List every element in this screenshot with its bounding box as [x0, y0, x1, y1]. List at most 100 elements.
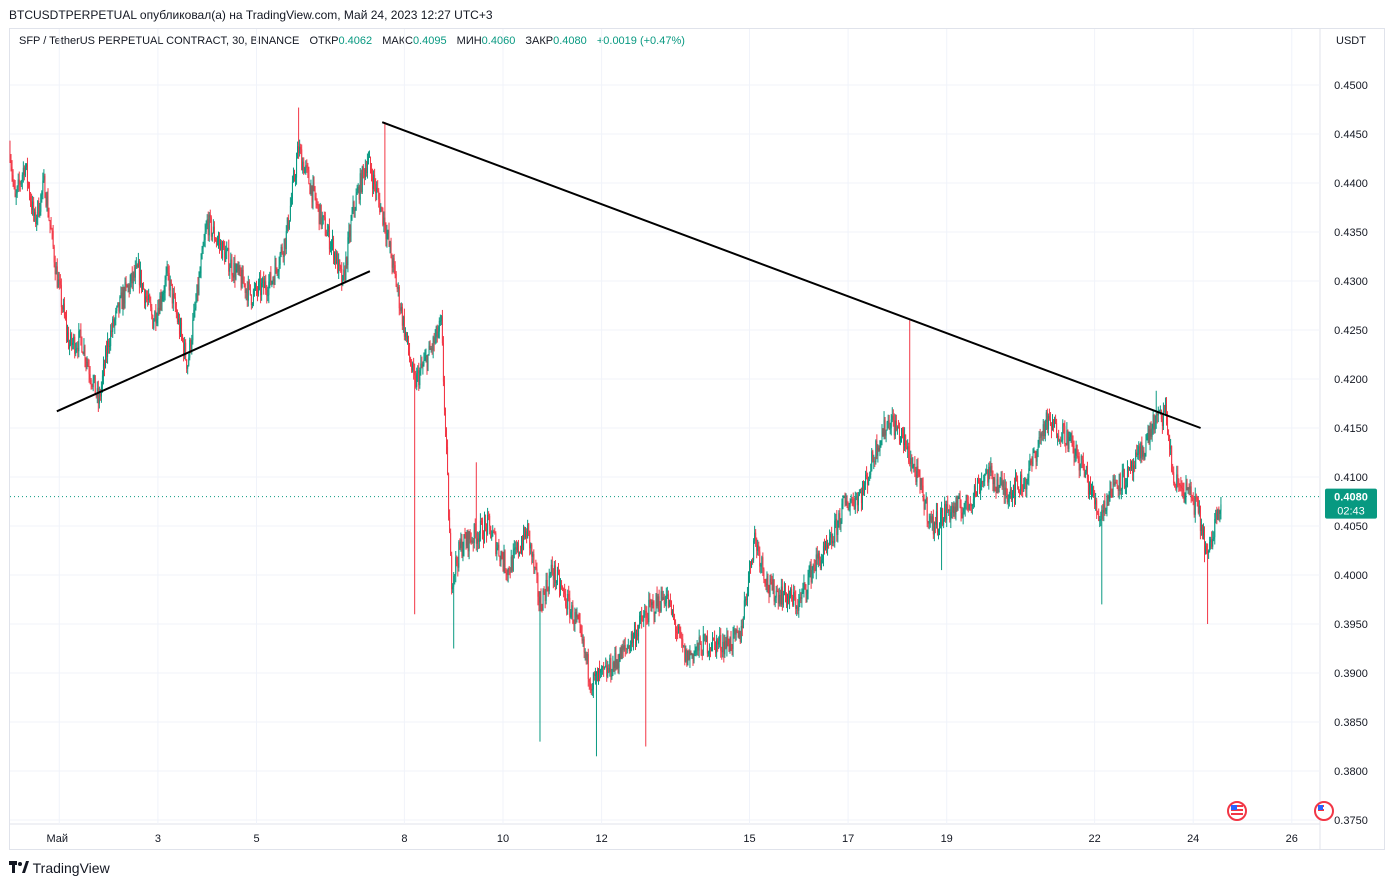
candle-body [606, 665, 608, 677]
candle-body [853, 505, 855, 509]
candle-body [1035, 455, 1037, 462]
candle-body [528, 523, 530, 531]
candle-body [667, 594, 669, 607]
candle-body [983, 481, 985, 483]
candle-body [477, 538, 479, 542]
candle-body [173, 293, 175, 297]
candle-body [545, 579, 547, 601]
candle-body [707, 652, 709, 654]
candle-body [144, 289, 146, 304]
candle-body [423, 360, 425, 365]
us-flag-event-icon[interactable] [1314, 801, 1334, 821]
candle-body [352, 201, 354, 213]
trendlines[interactable] [56, 121, 1201, 429]
candle-body [156, 319, 158, 324]
candle-body [715, 641, 717, 654]
candle-body [618, 661, 620, 669]
candle-body [697, 643, 699, 651]
candle-body [788, 594, 790, 603]
candle-body [1026, 480, 1028, 490]
candle-body [1024, 477, 1026, 485]
candle-body [78, 331, 80, 352]
candle-body [90, 379, 92, 385]
trend-line[interactable] [381, 121, 1201, 429]
candle-body [362, 166, 364, 171]
candle-body [841, 503, 843, 522]
candle-body [431, 348, 433, 351]
us-flag-event-icon[interactable] [1227, 801, 1247, 821]
candle-body [319, 204, 321, 225]
candle-body [988, 466, 990, 483]
candle-body [128, 285, 130, 293]
candle-body [650, 602, 652, 606]
candle-body [1213, 537, 1215, 540]
candle-body [843, 495, 845, 498]
candle-body [416, 373, 418, 387]
candle-body [855, 496, 857, 498]
candle-body [204, 232, 206, 240]
candle-body [730, 637, 732, 649]
price-tick-label: 0.3800 [1334, 766, 1368, 778]
candle-body [353, 201, 355, 211]
currency-label[interactable]: USDT [1336, 35, 1366, 47]
candle-body [288, 220, 290, 229]
candle-body [163, 292, 165, 295]
price-axis[interactable]: USDT 0.4500 0.4450 0.4400 0.4350 0.4300 0.425… [1334, 35, 1368, 827]
candle-body [268, 281, 270, 296]
candle-body [803, 582, 805, 589]
candle-body [511, 556, 513, 571]
candle-body [844, 495, 846, 504]
candle-body [991, 465, 993, 471]
candle-body [874, 461, 876, 463]
candle-body [684, 645, 686, 662]
candle-body [247, 281, 249, 301]
footer-brand[interactable]: TradingView [9, 860, 110, 880]
candle-body [968, 504, 970, 510]
candle-body [931, 516, 933, 523]
candle-body [838, 513, 840, 521]
candle-body [490, 525, 492, 539]
candle-body [309, 184, 311, 195]
candle-body [242, 269, 244, 284]
candle-body [97, 388, 99, 404]
candle-body [273, 279, 275, 285]
candle-body [898, 427, 900, 441]
candle-body [1059, 440, 1061, 442]
candle-body [42, 180, 44, 192]
candle-body [147, 298, 149, 300]
candle-body [466, 531, 468, 546]
candle-body [1093, 486, 1095, 496]
trend-line[interactable] [56, 270, 371, 413]
candle-body [1048, 415, 1050, 419]
candle-body [807, 576, 809, 594]
candle-body [444, 410, 446, 430]
time-axis[interactable]: Май 3 5 8 10 12 15 17 19 22 24 26 [47, 833, 1298, 845]
time-tick-label: 26 [1286, 833, 1298, 845]
candle-body [554, 565, 556, 583]
candle-body [217, 239, 219, 241]
candle-body [95, 394, 97, 397]
candle-body [1008, 494, 1010, 499]
candle-body [413, 363, 415, 372]
candle-body [1099, 519, 1101, 522]
candle-body [932, 516, 934, 535]
candle-body [120, 292, 122, 297]
candle-body [1111, 496, 1113, 498]
candle-body [178, 319, 180, 335]
candle-body [91, 384, 93, 387]
candle-body [111, 330, 113, 332]
candle-body [562, 586, 564, 589]
candle-body [1189, 486, 1191, 490]
symbol-name[interactable]: SFP / TetherUS PERPETUAL CONTRACT, 30, B… [19, 35, 300, 47]
candle-body [646, 612, 648, 618]
candle-body [891, 415, 893, 420]
candle-body [198, 276, 200, 294]
candle-body [859, 492, 861, 494]
candle-body [209, 214, 211, 218]
candle-body [264, 281, 266, 289]
candle-body [322, 215, 324, 218]
candle-body [1025, 477, 1027, 490]
candle-body [440, 316, 442, 321]
candle-body [355, 194, 357, 211]
